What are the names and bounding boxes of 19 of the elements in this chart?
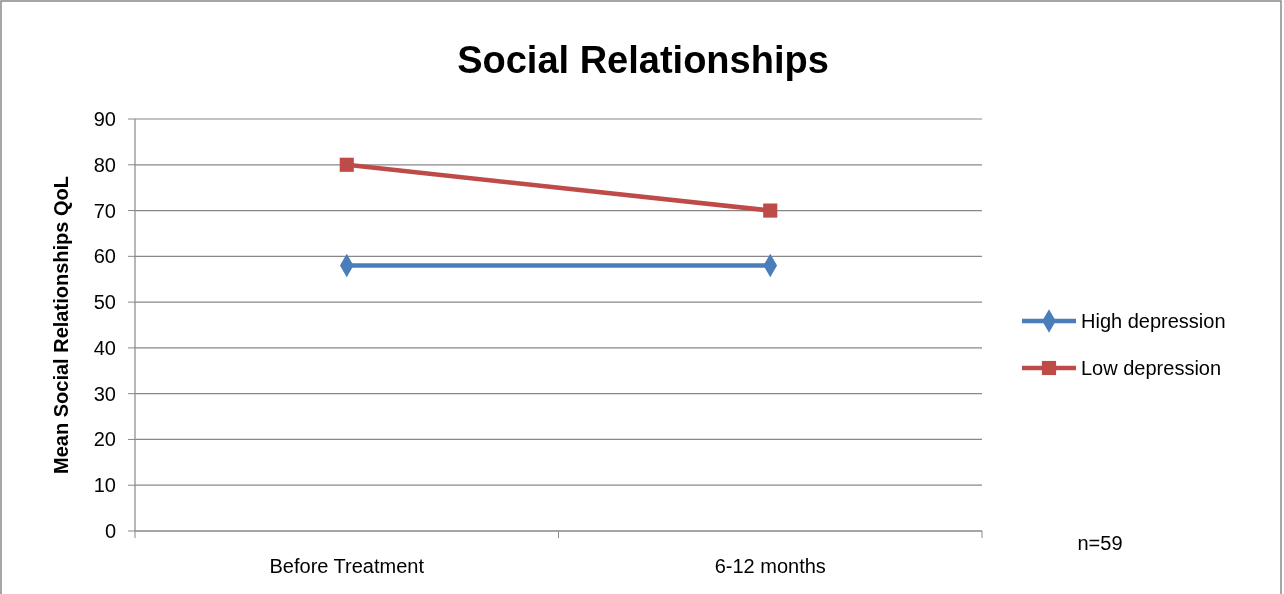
legend-label: High depression — [1081, 310, 1226, 332]
y-tick-label: 20 — [93, 428, 116, 451]
y-tick-label: 80 — [93, 153, 116, 176]
point — [339, 157, 354, 172]
legend-label: Low depression — [1081, 357, 1222, 379]
text: n=59 — [1077, 532, 1123, 554]
y-tick-label: 70 — [93, 199, 116, 222]
x-tick-label: Before Treatment — [269, 555, 425, 577]
y-tick-label: 10 — [93, 474, 116, 497]
y-axis-title: Mean Social Relationships QoL — [50, 176, 72, 474]
y-tick-label: 0 — [104, 520, 116, 542]
y-tick-label: 90 — [93, 108, 116, 130]
y-tick-label: 60 — [93, 245, 116, 268]
y-tick-label: 30 — [93, 382, 116, 405]
point — [763, 203, 778, 218]
chart-title: Social Relationships — [457, 39, 829, 81]
x-tick-label: 6-12 months — [714, 555, 826, 577]
y-tick-label: 40 — [93, 336, 116, 359]
y-tick-label: 50 — [93, 291, 116, 314]
